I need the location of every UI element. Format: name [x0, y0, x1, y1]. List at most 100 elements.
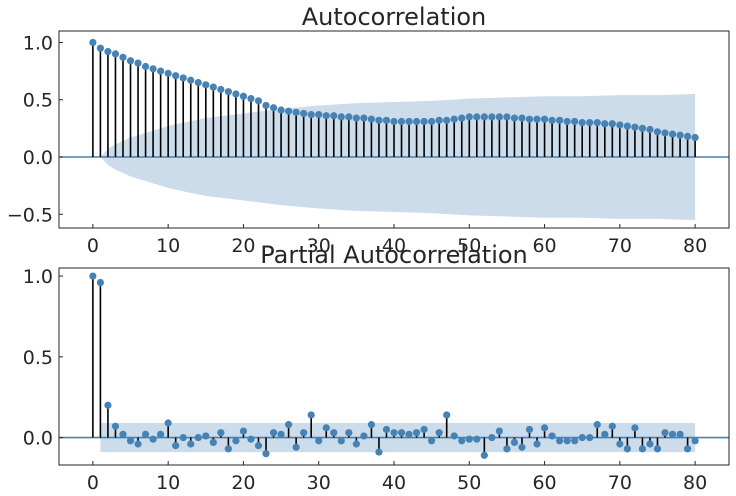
- point-lag-43: [412, 117, 421, 126]
- point-lag-9: [157, 430, 165, 438]
- point-lag-50: [465, 113, 473, 121]
- point-lag-24: [269, 429, 278, 437]
- point-lag-42: [405, 430, 413, 438]
- point-lag-76: [661, 129, 669, 137]
- point-lag-52: [480, 113, 488, 121]
- point-lag-8: [149, 65, 157, 73]
- point-lag-0: [89, 38, 97, 47]
- point-lag-25: [277, 430, 285, 438]
- point-lag-40: [390, 117, 398, 126]
- point-lag-26: [285, 107, 293, 115]
- point-lag-20: [239, 427, 248, 435]
- point-lag-4: [119, 53, 127, 61]
- point-lag-29: [307, 411, 315, 419]
- point-lag-48: [450, 115, 458, 123]
- point-lag-3: [111, 422, 120, 430]
- point-lag-28: [300, 109, 308, 118]
- point-lag-64: [571, 117, 579, 126]
- point-lag-44: [420, 425, 428, 434]
- point-lag-3: [111, 50, 120, 58]
- point-lag-66: [586, 119, 594, 127]
- point-lag-2: [104, 48, 112, 56]
- point-lag-74: [646, 440, 654, 448]
- point-lag-27: [292, 443, 300, 451]
- point-lag-59: [533, 440, 541, 448]
- point-lag-73: [638, 124, 647, 132]
- point-lag-10: [164, 419, 172, 427]
- point-lag-65: [578, 119, 586, 127]
- point-lag-75: [653, 445, 662, 453]
- point-lag-36: [360, 432, 368, 440]
- point-lag-41: [397, 429, 406, 437]
- point-lag-47: [443, 116, 451, 124]
- point-lag-29: [307, 111, 315, 119]
- point-lag-6: [134, 440, 142, 448]
- point-lag-12: [179, 433, 187, 442]
- point-lag-48: [450, 432, 458, 440]
- x-tick-label: 10: [156, 235, 180, 257]
- point-lag-37: [367, 421, 376, 429]
- point-lag-35: [352, 114, 360, 122]
- point-lag-17: [217, 429, 225, 437]
- point-lag-21: [247, 94, 255, 103]
- point-lag-46: [435, 116, 443, 124]
- x-tick-label: 60: [532, 235, 556, 257]
- point-lag-25: [277, 106, 285, 114]
- point-lag-38: [375, 448, 383, 456]
- point-lag-32: [330, 429, 338, 437]
- point-lag-44: [420, 117, 428, 126]
- point-lag-76: [661, 429, 669, 437]
- point-lag-79: [683, 132, 692, 140]
- x-tick-label: 60: [532, 472, 556, 494]
- point-lag-22: [254, 97, 263, 105]
- point-lag-30: [315, 111, 323, 119]
- point-lag-18: [224, 88, 232, 96]
- point-lag-49: [458, 437, 466, 445]
- point-lag-31: [322, 112, 330, 120]
- point-lag-63: [563, 437, 571, 445]
- point-lag-34: [345, 113, 353, 121]
- x-tick-label: 0: [87, 235, 99, 257]
- point-lag-16: [209, 83, 217, 91]
- point-lag-15: [202, 81, 210, 89]
- point-lag-58: [525, 115, 534, 123]
- point-lag-56: [510, 114, 519, 122]
- point-lag-69: [608, 120, 616, 128]
- point-lag-8: [149, 435, 157, 443]
- point-lag-16: [209, 438, 217, 446]
- point-lag-60: [540, 115, 549, 123]
- point-lag-77: [668, 430, 677, 438]
- point-lag-49: [458, 114, 466, 122]
- point-lag-20: [239, 92, 248, 100]
- chart-title: Autocorrelation: [302, 3, 487, 31]
- point-lag-47: [443, 411, 451, 419]
- point-lag-57: [518, 114, 526, 122]
- y-tick-label: 1.0: [23, 266, 53, 288]
- partial-autocorrelation-chart: 0 10 20 30 40 50 60 70 80 0.0 0.5 1.0 Partial Autoco…: [23, 241, 730, 494]
- point-lag-55: [503, 445, 511, 453]
- point-lag-5: [126, 437, 135, 445]
- point-lag-43: [412, 429, 421, 437]
- point-lag-33: [337, 113, 345, 121]
- point-lag-45: [428, 437, 436, 445]
- point-lag-13: [187, 440, 195, 448]
- x-tick-label: 0: [87, 472, 99, 494]
- point-lag-10: [164, 69, 172, 77]
- point-lag-55: [503, 113, 511, 121]
- point-lag-22: [254, 442, 263, 450]
- point-lag-70: [616, 121, 624, 129]
- y-tick-label: 0.5: [23, 347, 53, 369]
- point-lag-33: [337, 437, 345, 445]
- point-lag-38: [375, 116, 383, 124]
- point-lag-14: [194, 433, 202, 442]
- y-tick-label: 0.0: [23, 428, 53, 450]
- point-lag-6: [134, 59, 142, 67]
- point-lag-12: [179, 74, 187, 82]
- point-lag-71: [623, 122, 631, 130]
- point-lag-28: [300, 429, 308, 437]
- x-tick-label: 70: [608, 472, 632, 494]
- point-lag-73: [638, 445, 647, 453]
- point-lag-80: [691, 133, 699, 142]
- point-lag-78: [676, 131, 684, 139]
